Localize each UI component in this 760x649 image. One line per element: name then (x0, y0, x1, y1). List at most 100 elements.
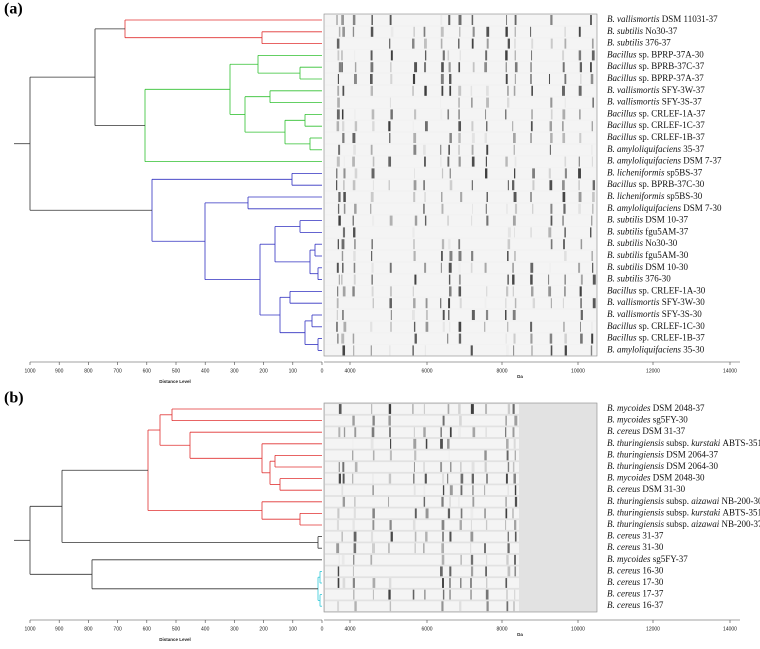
gel-band (370, 85, 374, 96)
gel-band (592, 262, 594, 273)
leaf-label-part: sp5BS-37 (667, 167, 703, 177)
gel-band (337, 73, 339, 85)
gel-band (506, 554, 509, 565)
gel-band (414, 543, 416, 554)
gel-band (354, 427, 357, 438)
gel-band (370, 345, 372, 356)
gel-band (337, 203, 340, 214)
gel-band (412, 73, 416, 85)
gel-band (372, 508, 375, 519)
leaf-label-part: B. mycoides (607, 403, 653, 413)
gel-band (458, 321, 462, 332)
mass-tick-label: 8000 (496, 626, 507, 632)
leaf-label: Bacillus sp. CRLEF-1C-37 (607, 120, 705, 130)
gel-lane (325, 203, 596, 214)
gel-band (460, 473, 464, 484)
leaf-label-part: Bacillus (607, 49, 639, 59)
gel-band (470, 345, 473, 356)
gel-band (580, 309, 583, 321)
gel-band (440, 97, 441, 108)
gel-band (485, 404, 488, 414)
mass-axis-label: Da (517, 374, 523, 379)
gel-band (441, 250, 443, 262)
leaf-label-part: B. subtilis (607, 215, 645, 225)
gel-band (343, 156, 345, 167)
gel-band (512, 121, 514, 132)
gel-lane (325, 427, 519, 438)
gel-band (371, 427, 375, 438)
gel-band (531, 286, 534, 297)
gel-band (447, 333, 449, 344)
gel-band (413, 144, 417, 155)
gel-band (423, 427, 426, 438)
distance-tick-label: 300 (230, 626, 239, 632)
leaf-label-part: SFY-3W-37 (662, 85, 706, 95)
gel-band (486, 38, 489, 49)
distance-tick-label: 400 (201, 368, 210, 374)
gel-band (354, 121, 358, 132)
gel-lane (325, 144, 596, 155)
gel-band (472, 62, 475, 73)
gel-band (564, 333, 567, 344)
gel-band (514, 227, 515, 238)
gel-band (353, 554, 355, 565)
gel-band (580, 274, 583, 285)
gel-band (458, 14, 462, 26)
leaf-label-part: sp. CRLEF-1C-30 (639, 321, 706, 331)
gel-band (441, 520, 445, 530)
gel-band (460, 485, 463, 496)
gel-band (578, 191, 582, 203)
gel-band (532, 203, 534, 214)
gel-band (459, 415, 462, 426)
leaf-label: B. mycoides DSM 2048-37 (607, 403, 705, 413)
gel-band (353, 531, 357, 542)
gel-band (513, 473, 516, 484)
leaf-label-part: sp. CRLEF-1B-37 (639, 132, 706, 142)
leaf-label-part: subsp. (666, 496, 691, 506)
gel-band (337, 286, 339, 297)
leaf-label-part: fgu5AM-30 (645, 250, 688, 260)
gel-band (470, 589, 472, 600)
gel-band (449, 427, 452, 438)
gel-band (550, 14, 553, 26)
leaf-label-part: B. cereus (607, 589, 642, 599)
gel-band (532, 180, 535, 191)
leaf-label-part: B. thuringiensis (607, 496, 666, 506)
gel-band (514, 450, 516, 461)
gel-band (485, 427, 487, 438)
gel-band (337, 578, 340, 588)
gel-band (485, 50, 488, 61)
gel-band (507, 239, 511, 250)
gel-band (458, 274, 461, 285)
gel-lane (325, 415, 519, 426)
gel-band (459, 520, 462, 530)
leaf-label-part: Bacillus (607, 179, 639, 189)
gel-band (530, 274, 533, 285)
gel-band (447, 109, 450, 120)
gel-band (353, 227, 356, 238)
gel-band (352, 415, 355, 426)
gel-band (448, 62, 451, 73)
gel-band (458, 333, 462, 344)
gel-band (591, 144, 593, 155)
gel-band (514, 156, 517, 167)
gel-band (507, 543, 510, 554)
gel-band (352, 333, 355, 344)
leaf-label: B. cereus DSM 31-30 (607, 484, 686, 494)
gel-band (372, 180, 374, 191)
leaf-label-part: SFY-3S-37 (662, 97, 703, 107)
leaf-label: B. subtilis fgu5AM-37 (607, 226, 689, 236)
gel-band (550, 203, 553, 214)
gel-band (341, 62, 343, 73)
leaf-label-part: 16-30 (642, 565, 663, 575)
leaf-label: B. thuringiensis subsp. kurstaki ABTS-35… (607, 438, 760, 448)
gel-band (562, 191, 566, 203)
distance-tick-label: 800 (84, 368, 93, 374)
gel-band (549, 121, 553, 132)
gel-band (548, 274, 550, 285)
leaf-label: B. subtilis No30-30 (607, 238, 678, 248)
gel-band (458, 496, 460, 507)
gel-band (449, 462, 452, 472)
gel-band (447, 215, 449, 226)
leaf-label-part: B. cereus (607, 600, 642, 610)
